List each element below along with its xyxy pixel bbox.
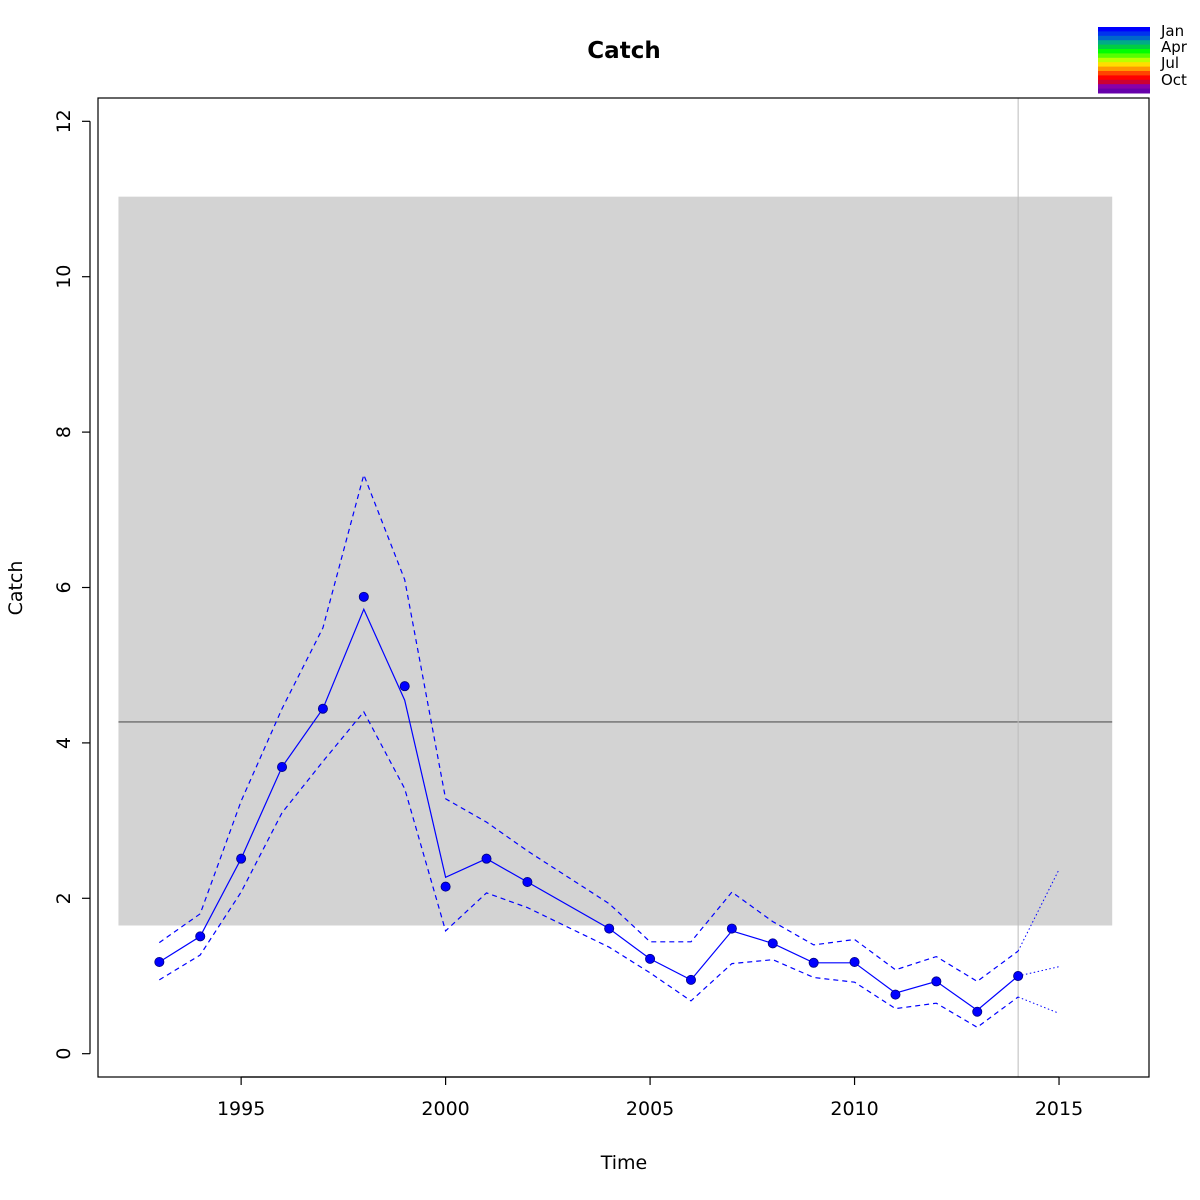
legend-swatch [1098, 27, 1150, 32]
y-axis-label: Catch [5, 561, 27, 616]
data-point [890, 989, 901, 1000]
projection-lower [1017, 996, 1060, 1014]
projection-mid [1017, 966, 1060, 977]
y-tick-label: 6 [53, 581, 75, 593]
chart-title: Catch [587, 38, 660, 64]
data-point [931, 976, 942, 987]
legend-swatch [1098, 66, 1150, 72]
legend-swatch [1098, 57, 1150, 63]
data-point [358, 591, 369, 602]
x-tick-label: 1995 [217, 1098, 265, 1120]
data-point [481, 853, 492, 864]
legend-swatch [1098, 88, 1150, 94]
data-point [849, 957, 860, 968]
legend-swatch [1098, 40, 1150, 46]
legend-swatch [1098, 35, 1150, 41]
y-tick-label: 4 [53, 737, 75, 749]
data-point [277, 761, 288, 772]
x-tick-label: 2010 [830, 1098, 878, 1120]
legend-swatch [1098, 84, 1150, 90]
data-point [195, 931, 206, 942]
legend-swatch [1098, 31, 1150, 37]
data-point [440, 881, 451, 892]
series-lower-bound [158, 710, 1019, 1029]
data-point [972, 1006, 983, 1017]
x-tick-label: 2005 [626, 1098, 674, 1120]
legend-swatch [1098, 71, 1150, 76]
legend-swatch [1098, 53, 1150, 59]
legend-swatch [1098, 62, 1150, 68]
data-point [522, 876, 533, 887]
data-point [1013, 970, 1024, 981]
y-tick-label: 2 [53, 892, 75, 904]
plot-area [118, 98, 1113, 1077]
legend-swatch [1098, 75, 1150, 81]
y-tick-label: 12 [53, 109, 75, 133]
data-point [685, 974, 696, 985]
x-tick-label: 2015 [1035, 1098, 1083, 1120]
legend-swatch [1098, 49, 1150, 54]
y-tick-label: 0 [53, 1048, 75, 1060]
legend-label: Oct [1161, 71, 1187, 89]
data-point [236, 853, 247, 864]
axes: 1995 2000 2005 2010 2015 0 2 4 6 8 10 12 [53, 97, 1150, 1120]
data-point [154, 957, 165, 968]
series-upper-bound [158, 472, 1019, 983]
data-point [645, 953, 656, 964]
y-tick-label: 10 [53, 265, 75, 289]
legend-label: Jan [1160, 22, 1184, 40]
legend-swatch [1098, 44, 1150, 50]
data-point [399, 681, 410, 692]
legend-swatch [1098, 79, 1150, 85]
legend-label: Apr [1161, 38, 1188, 56]
y-tick-label: 8 [53, 426, 75, 438]
data-point [317, 703, 328, 714]
data-point [604, 923, 615, 934]
data-point [767, 938, 778, 949]
x-tick-label: 2000 [421, 1098, 469, 1120]
legend-label: Jul [1160, 54, 1179, 72]
x-axis-label: Time [600, 1152, 648, 1174]
data-point [726, 923, 737, 934]
data-point [808, 957, 819, 968]
reference-band [118, 196, 1113, 926]
projection-upper [1017, 869, 1060, 952]
